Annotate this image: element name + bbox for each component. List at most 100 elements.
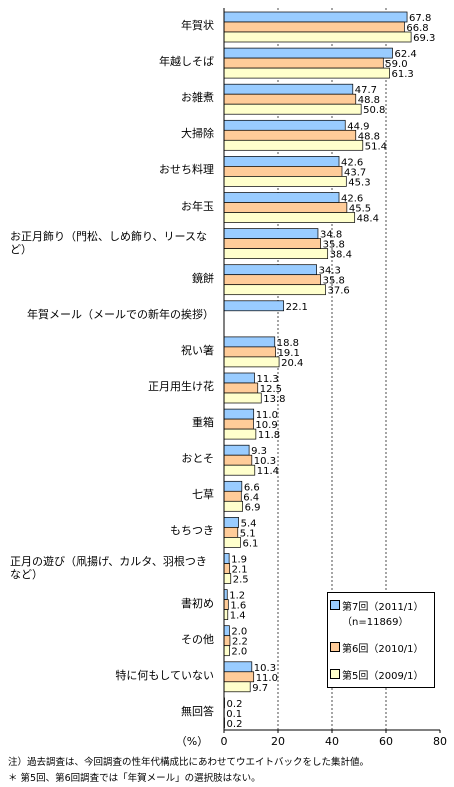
category-label: 年賀状	[181, 19, 214, 33]
category-label: お雑煮	[181, 91, 214, 105]
bar	[223, 382, 259, 394]
value-label: 6.4	[243, 492, 259, 503]
bar	[223, 129, 357, 141]
value-label: 45.5	[349, 204, 371, 215]
bar	[223, 274, 322, 286]
value-label: 19.1	[278, 348, 300, 359]
category-label: 正月の遊び（凧揚げ、カルタ、羽根つきなど）	[10, 554, 207, 581]
value-label: 1.6	[230, 601, 246, 612]
value-label: 35.8	[323, 276, 345, 287]
category-label: おせち料理	[159, 163, 214, 177]
value-label: 11.0	[256, 410, 278, 421]
value-label: 44.9	[347, 121, 369, 132]
bar	[223, 599, 229, 610]
category-label: 大掃除	[181, 127, 214, 141]
value-label: 6.9	[245, 502, 261, 513]
value-label: 62.4	[394, 49, 416, 60]
legend-label: 第5回（2009/1）	[342, 671, 424, 682]
category-label: 正月用生け花	[148, 380, 214, 394]
value-label: 5.1	[240, 528, 256, 539]
category-label: 七草	[192, 488, 214, 502]
bar	[223, 31, 412, 43]
legend-swatch	[330, 642, 340, 652]
category-label: 年越しそば	[159, 55, 214, 69]
value-label: 35.8	[323, 240, 345, 251]
value-label: 61.3	[392, 69, 414, 80]
category-label: 無回答	[181, 704, 214, 718]
bar	[223, 212, 356, 223]
value-label: 1.9	[231, 555, 247, 566]
bar	[223, 93, 357, 105]
value-label: 9.7	[252, 683, 268, 694]
value-label: 37.6	[328, 286, 350, 297]
note: 注）過去調査は、今回調査の性年代構成比にあわせてウエイトバックをした集計値。	[8, 757, 370, 768]
bar	[223, 392, 262, 404]
bar	[223, 537, 241, 548]
value-label: 2.2	[232, 637, 248, 648]
value-label: 6.6	[244, 482, 260, 493]
bar	[223, 563, 231, 574]
bar	[223, 83, 354, 95]
value-label: 1.4	[230, 611, 246, 622]
bar	[223, 67, 390, 79]
bar	[223, 11, 408, 23]
category-label: 特に何もしていない	[115, 668, 214, 682]
bar	[223, 57, 384, 69]
value-label: 34.3	[319, 266, 341, 277]
bar	[223, 47, 393, 59]
value-label: 69.3	[413, 33, 435, 44]
value-label: 11.0	[256, 673, 278, 684]
legend-swatch	[330, 669, 340, 679]
category-label: もちつき	[170, 524, 214, 538]
category-label: その他	[181, 632, 214, 646]
bar	[223, 625, 230, 637]
value-label: 11.3	[257, 374, 279, 385]
x-tick-label: 60	[379, 735, 393, 748]
x-tick-label: 20	[271, 735, 285, 748]
bar	[223, 284, 326, 296]
value-label: 9.3	[251, 446, 267, 457]
value-label: 1.2	[229, 591, 245, 602]
legend-item: 第6回（2010/1）	[330, 640, 432, 655]
category-label: 年賀メール（メールでの新年の挨拶）	[27, 307, 214, 321]
note: ＊ 第5回、第6回調査では「年賀メール」の選択肢はない。	[8, 773, 261, 784]
value-label: 13.8	[263, 394, 285, 405]
legend-item: 第7回（2011/1）（n=11869）	[330, 598, 432, 628]
category-label: 重箱	[192, 416, 214, 430]
bar	[223, 139, 364, 151]
value-label: 0.2	[227, 699, 243, 710]
bar	[223, 103, 362, 115]
value-label: 18.8	[277, 338, 299, 349]
value-label: 0.1	[226, 709, 242, 720]
value-label: 10.3	[254, 663, 276, 674]
value-label: 12.5	[260, 384, 282, 395]
legend-label: 第6回（2010/1）	[342, 644, 424, 655]
bar	[223, 21, 405, 33]
category-label: お正月飾り（門松、しめ飾り、リースなど）	[10, 229, 208, 256]
value-label: 2.1	[232, 565, 248, 576]
category-label: 祝い箸	[181, 343, 214, 357]
value-label: 5.4	[241, 518, 257, 529]
bar	[223, 609, 229, 620]
value-label: 11.8	[258, 430, 280, 441]
value-label: 48.8	[358, 95, 380, 106]
bar	[223, 444, 250, 456]
value-label: 66.8	[406, 23, 428, 34]
value-label: 6.1	[242, 538, 258, 549]
bar	[223, 156, 340, 167]
legend-swatch	[330, 600, 340, 610]
bar	[223, 645, 230, 657]
bar	[223, 228, 319, 239]
bar	[223, 300, 285, 312]
bar	[223, 176, 347, 187]
bar	[223, 553, 230, 564]
value-label: 42.6	[341, 194, 363, 205]
bar	[223, 480, 243, 492]
bar	[223, 635, 231, 647]
value-label: 22.1	[286, 302, 308, 313]
category-label: おとそ	[181, 452, 214, 466]
x-tick-label: 0	[221, 735, 228, 748]
bar	[223, 418, 254, 430]
value-label: 51.4	[365, 141, 387, 152]
value-label: 20.4	[281, 358, 303, 369]
